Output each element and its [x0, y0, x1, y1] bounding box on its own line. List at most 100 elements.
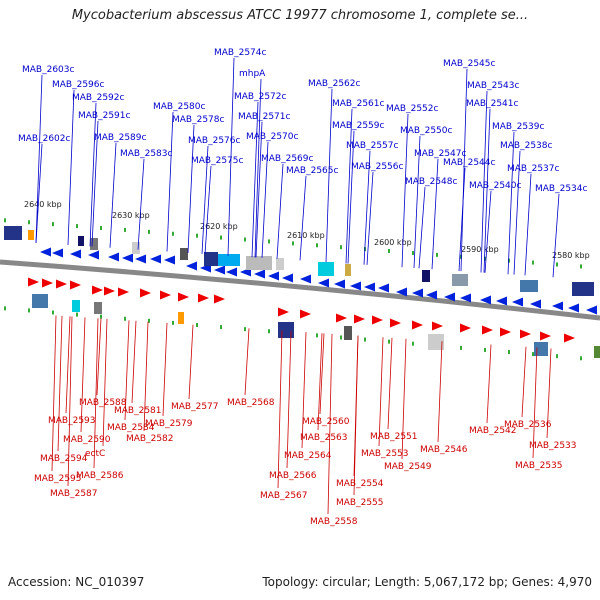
reverse-gene	[92, 285, 103, 295]
reverse-gene	[520, 329, 531, 339]
forward-leader	[67, 89, 75, 245]
forward-gene-label: MAB_2569c	[261, 154, 314, 164]
feature-block	[218, 254, 240, 266]
reverse-gene	[140, 288, 151, 298]
forward-gene-label: MAB_2548c	[405, 177, 458, 187]
forward-gene	[186, 261, 197, 271]
reverse-leader	[319, 333, 325, 415]
forward-leader	[261, 141, 269, 258]
reverse-gene-label: MAB_2587	[50, 489, 98, 499]
ruler-tick	[100, 314, 102, 319]
forward-gene-label: MAB_2602c	[18, 134, 71, 144]
reverse-gene	[104, 286, 115, 296]
forward-gene-label: MAB_2565c	[286, 166, 339, 176]
reverse-gene	[118, 287, 129, 297]
reverse-gene	[300, 309, 311, 319]
forward-gene	[586, 305, 597, 315]
reverse-gene	[178, 292, 189, 302]
forward-gene-label: MAB_2545c	[443, 59, 496, 69]
feature-block	[428, 334, 444, 350]
ruler-tick	[292, 241, 294, 246]
forward-leader	[347, 130, 355, 264]
ruler-tick	[4, 218, 6, 223]
ruler-tick	[220, 325, 222, 330]
forward-leader	[255, 121, 263, 258]
reverse-leader	[286, 331, 292, 469]
ruler-tick	[124, 316, 126, 321]
forward-gene	[282, 273, 293, 283]
forward-gene-label: MAB_2592c	[72, 93, 125, 103]
forward-gene-label: MAB_2596c	[52, 80, 105, 90]
forward-leader	[187, 124, 195, 253]
reverse-gene	[482, 325, 493, 335]
forward-gene-label: MAB_2544c	[443, 158, 496, 168]
forward-gene	[426, 290, 437, 300]
reverse-gene-label: MAB_2567	[260, 491, 308, 501]
forward-leader	[552, 193, 560, 278]
forward-gene	[334, 279, 345, 289]
reverse-gene	[160, 290, 171, 300]
feature-block	[520, 280, 538, 292]
forward-gene-label: MAB_2562c	[308, 79, 361, 89]
ruler-tick	[340, 335, 342, 340]
reverse-leader	[96, 318, 102, 396]
forward-gene	[480, 295, 491, 305]
reverse-leader	[124, 320, 130, 421]
forward-leader	[401, 113, 409, 268]
reverse-leader	[378, 337, 384, 447]
forward-gene-label: MAB_2572c	[234, 92, 287, 102]
forward-gene	[164, 255, 175, 265]
reverse-leader	[102, 318, 108, 447]
forward-gene	[70, 249, 81, 259]
reverse-gene	[214, 294, 225, 304]
forward-gene	[268, 271, 279, 281]
forward-gene	[568, 303, 579, 313]
reverse-gene-label: MAB_2582	[126, 434, 174, 444]
forward-leader	[201, 145, 209, 254]
ruler-tick	[52, 310, 54, 315]
forward-leader	[345, 108, 353, 264]
forward-leader	[254, 78, 262, 258]
forward-leader	[507, 131, 515, 275]
reverse-gene-label: MAB_2558	[310, 517, 358, 527]
ruler-tick	[436, 252, 438, 257]
ruler-tick	[556, 262, 558, 267]
ruler-tick	[484, 256, 486, 261]
forward-gene-label: MAB_2583c	[120, 149, 173, 159]
reverse-leader	[353, 335, 359, 496]
ruler-tick	[124, 227, 126, 232]
forward-leader	[413, 135, 421, 269]
forward-gene-label: MAB_2539c	[492, 122, 545, 132]
reverse-gene-label: MAB_2554	[336, 479, 384, 489]
ruler-tick	[412, 341, 414, 346]
ruler-tick	[244, 327, 246, 332]
feature-block	[278, 322, 294, 338]
ruler-tick	[484, 347, 486, 352]
reverse-leader	[486, 344, 492, 424]
reverse-gene	[390, 318, 401, 328]
ruler-tick	[268, 239, 270, 244]
ruler-tick	[412, 250, 414, 255]
forward-gene	[108, 252, 119, 262]
forward-leader	[204, 165, 212, 255]
forward-leader	[166, 111, 174, 252]
reverse-leader	[188, 324, 194, 400]
ruler-tick	[28, 308, 30, 313]
reverse-gene-label: MAB_2584	[107, 423, 155, 433]
reverse-leader	[437, 341, 443, 443]
ruler-tick	[4, 306, 6, 311]
forward-gene-label: MAB_2537c	[507, 164, 560, 174]
forward-gene	[378, 283, 389, 293]
reverse-gene-label: MAB_2588	[79, 398, 127, 408]
ruler-tick	[76, 312, 78, 317]
ruler-tick	[340, 245, 342, 250]
forward-leader	[363, 150, 371, 265]
ruler-tick	[100, 226, 102, 230]
genome-backbone	[0, 259, 600, 321]
forward-leader	[460, 68, 468, 272]
forward-gene	[226, 267, 237, 277]
scale-label: 2610 kbp	[287, 231, 325, 240]
reverse-leader	[401, 338, 407, 460]
forward-leader	[137, 158, 145, 250]
feature-block	[90, 238, 98, 250]
